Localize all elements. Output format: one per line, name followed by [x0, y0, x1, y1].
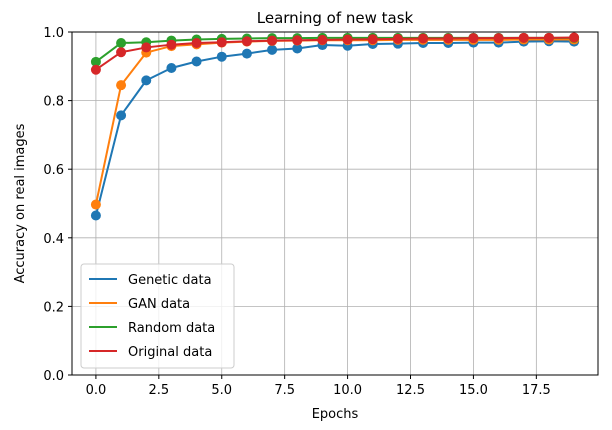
- x-tick-label: 12.5: [396, 383, 425, 398]
- data-point-original-data: [367, 34, 378, 45]
- data-point-original-data: [569, 32, 580, 43]
- data-point-gan-data: [116, 80, 127, 91]
- y-tick-label: 1.0: [43, 26, 64, 41]
- x-tick-label: 0.0: [86, 383, 107, 398]
- data-point-genetic-data: [216, 51, 227, 62]
- series-original-data: [90, 32, 580, 75]
- data-point-genetic-data: [141, 75, 152, 86]
- x-tick-label: 2.5: [148, 383, 169, 398]
- x-tick-label: 10.0: [333, 383, 362, 398]
- data-point-original-data: [392, 33, 403, 44]
- legend-item: Random data: [89, 321, 215, 336]
- data-point-original-data: [116, 47, 127, 58]
- data-point-genetic-data: [166, 63, 177, 74]
- data-point-genetic-data: [292, 43, 303, 54]
- data-point-original-data: [216, 37, 227, 48]
- data-point-random-data: [90, 56, 101, 67]
- data-point-original-data: [267, 35, 278, 46]
- axis-ticks: 0.0 2.5 5.0 7.5 10.0 12.5 15.0 17.5 0.0 0.2 0.4 0.6…: [43, 26, 551, 398]
- chart-title: Learning of new task: [257, 9, 414, 27]
- y-tick-label: 0.0: [43, 369, 64, 384]
- y-tick-label: 0.4: [43, 232, 64, 247]
- data-point-original-data: [191, 37, 202, 48]
- data-point-original-data: [342, 34, 353, 45]
- data-point-original-data: [468, 33, 479, 44]
- legend-item: GAN data: [89, 297, 190, 312]
- data-point-original-data: [166, 39, 177, 50]
- data-point-original-data: [443, 33, 454, 44]
- data-point-original-data: [292, 35, 303, 46]
- y-axis-label: Accuracy on real images: [13, 123, 28, 283]
- y-tick-label: 0.2: [43, 300, 64, 315]
- x-tick-label: 7.5: [274, 383, 295, 398]
- data-point-original-data: [543, 32, 554, 43]
- data-point-original-data: [518, 32, 529, 43]
- x-tick-label: 17.5: [522, 383, 551, 398]
- legend-label: Genetic data: [128, 273, 212, 288]
- legend-item: Original data: [89, 345, 212, 360]
- data-point-random-data: [116, 37, 127, 48]
- data-point-genetic-data: [267, 44, 278, 55]
- data-point-original-data: [90, 64, 101, 75]
- series-layer: [90, 32, 580, 221]
- legend-label: Random data: [128, 321, 215, 336]
- data-point-original-data: [241, 36, 252, 47]
- x-tick-label: 5.0: [211, 383, 232, 398]
- data-point-genetic-data: [116, 110, 127, 121]
- data-point-original-data: [317, 34, 328, 45]
- legend-label: Original data: [128, 345, 212, 360]
- legend-label: GAN data: [128, 297, 190, 312]
- x-axis-label: Epochs: [312, 407, 359, 422]
- y-tick-label: 0.6: [43, 163, 64, 178]
- legend-box: [80, 263, 235, 369]
- plot-area-frame: [71, 31, 599, 376]
- data-point-genetic-data: [90, 210, 101, 221]
- y-tick-label: 0.8: [43, 95, 64, 110]
- data-point-gan-data: [90, 199, 101, 210]
- legend-item: Genetic data: [89, 273, 212, 288]
- data-point-original-data: [493, 33, 504, 44]
- data-point-original-data: [141, 42, 152, 53]
- legend: Genetic data GAN data Random data Original …: [80, 263, 235, 369]
- data-point-original-data: [418, 33, 429, 44]
- x-tick-label: 15.0: [459, 383, 488, 398]
- data-point-genetic-data: [191, 56, 202, 67]
- data-point-genetic-data: [241, 48, 252, 59]
